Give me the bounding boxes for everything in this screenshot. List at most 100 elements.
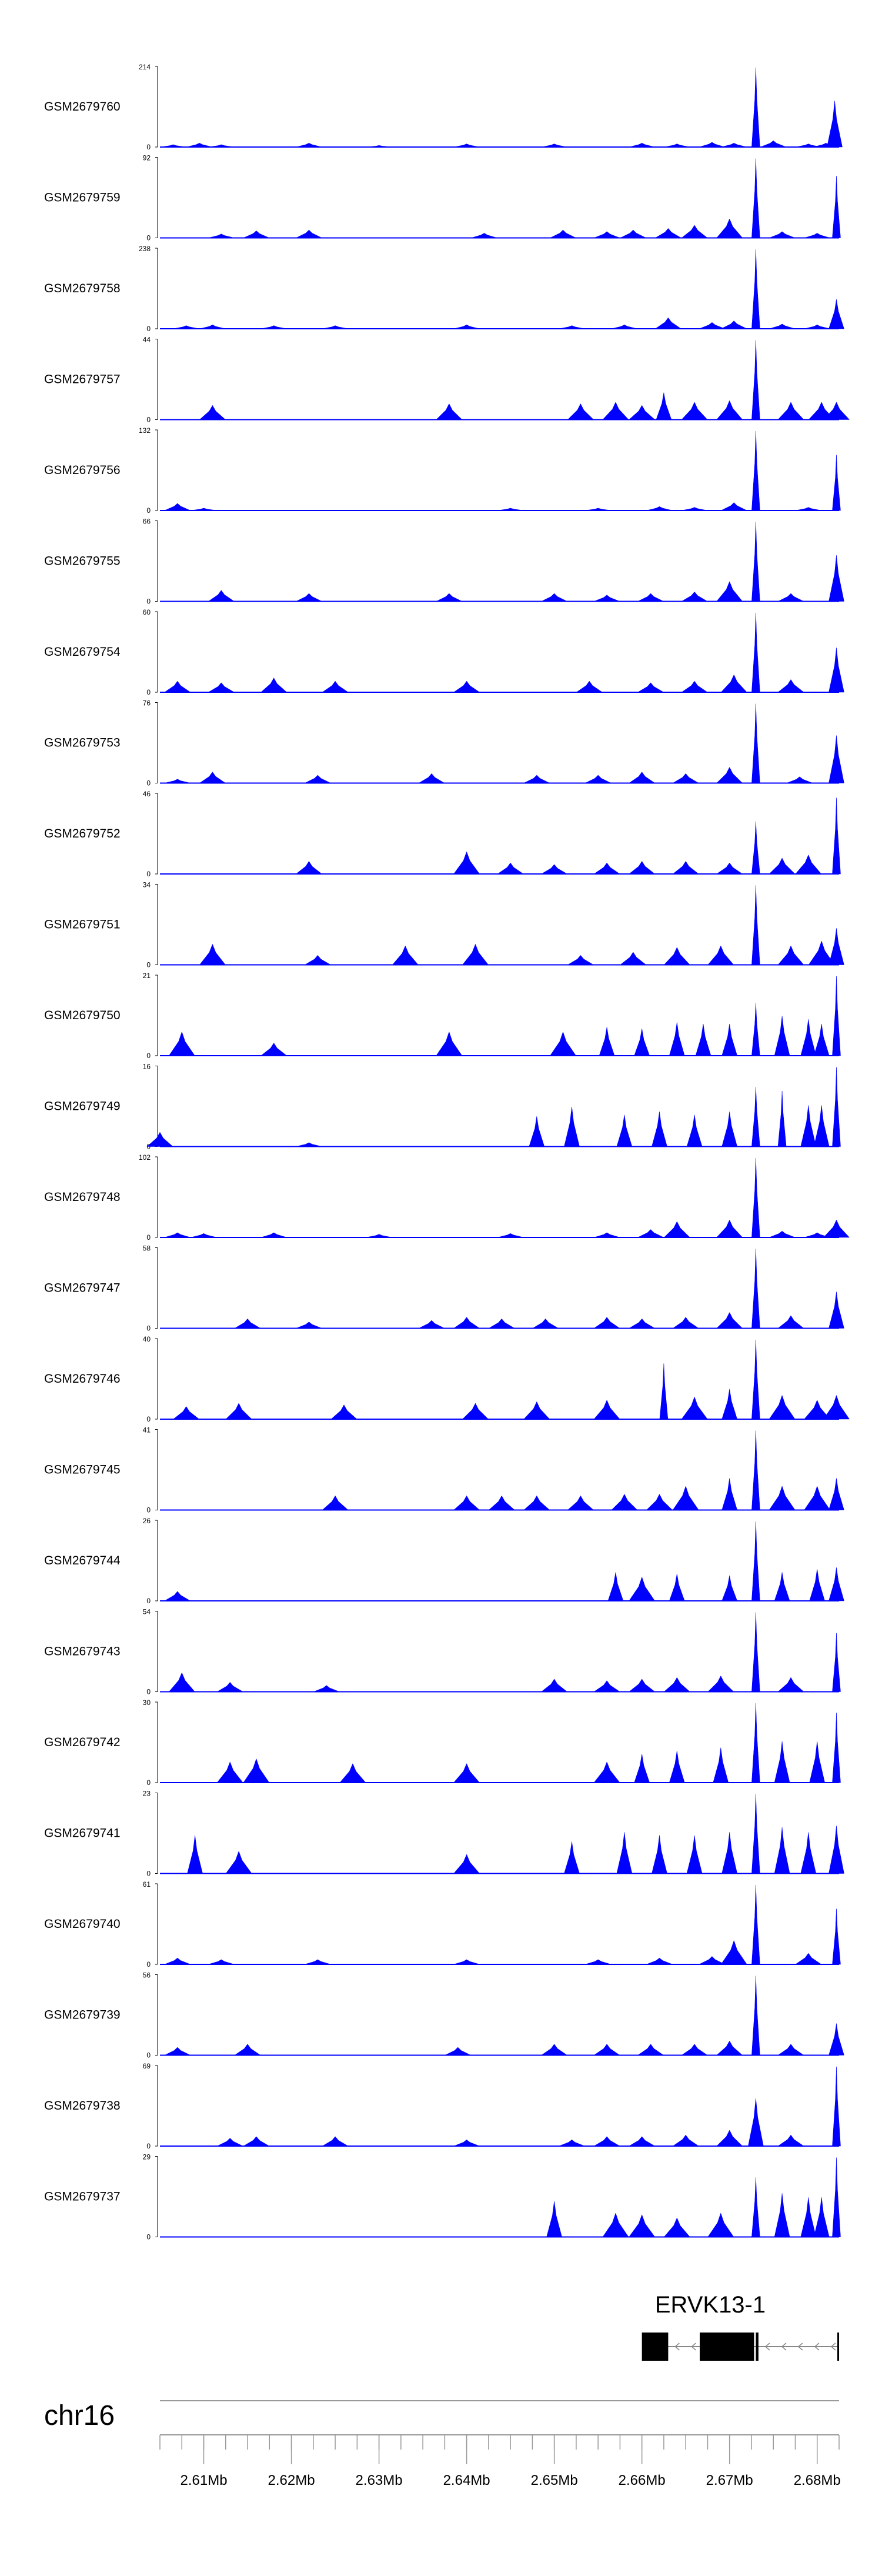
coverage-peak bbox=[828, 555, 844, 602]
coverage-peak bbox=[594, 595, 620, 602]
y-axis-max-label: 46 bbox=[143, 790, 151, 798]
coverage-peak bbox=[832, 1908, 841, 1965]
axis-tick-label: 2.68Mb bbox=[794, 2472, 841, 2488]
coverage-peak bbox=[721, 502, 747, 511]
coverage-peak bbox=[199, 405, 226, 420]
y-axis-max-label: 238 bbox=[139, 245, 151, 253]
coverage-peak bbox=[716, 218, 743, 238]
chromosome-label: chr16 bbox=[44, 2400, 115, 2431]
axis-tick-label: 2.64Mb bbox=[443, 2472, 490, 2488]
coverage-peak bbox=[721, 321, 747, 329]
coverage-peak bbox=[751, 1430, 760, 1510]
gene-exon bbox=[756, 2333, 759, 2361]
coverage-peak bbox=[832, 1067, 841, 1147]
coverage-peak bbox=[681, 680, 708, 693]
coverage-peak bbox=[681, 1396, 708, 1420]
coverage-peak bbox=[794, 1953, 822, 1965]
coverage-peak bbox=[585, 775, 612, 783]
track-label: GSM2679754 bbox=[44, 645, 121, 659]
coverage-peak bbox=[593, 2044, 620, 2056]
coverage-peak bbox=[699, 1956, 726, 1965]
coverage-peak bbox=[594, 1232, 620, 1238]
coverage-peak bbox=[686, 1115, 703, 1147]
y-axis-min-label: 0 bbox=[146, 325, 151, 333]
coverage-peak bbox=[208, 590, 235, 602]
coverage-peak bbox=[620, 229, 646, 238]
coverage-peak bbox=[795, 507, 821, 511]
coverage-peak bbox=[716, 400, 743, 420]
track-label: GSM2679753 bbox=[44, 736, 121, 750]
coverage-peak bbox=[751, 612, 760, 693]
y-axis-min-label: 0 bbox=[146, 1870, 151, 1878]
coverage-peak bbox=[652, 1835, 667, 1874]
track-GSM2679752: GSM2679752 46 0 bbox=[44, 790, 841, 878]
coverage-peak bbox=[453, 1959, 480, 1965]
coverage-tracks: GSM26797602140GSM2679759920GSM2679758238… bbox=[44, 63, 850, 2241]
track-GSM2679755: GSM2679755 66 0 bbox=[44, 518, 844, 606]
track-label: GSM2679744 bbox=[44, 1554, 121, 1567]
coverage-peak bbox=[751, 1339, 760, 1420]
coverage-peak bbox=[199, 325, 226, 329]
coverage-peak bbox=[800, 1019, 817, 1056]
coverage-peak bbox=[769, 1394, 796, 1420]
coverage-peak bbox=[664, 144, 690, 148]
coverage-peak bbox=[721, 1478, 738, 1510]
coverage-peak bbox=[646, 506, 673, 511]
coverage-peak bbox=[832, 2066, 841, 2147]
coverage-peak bbox=[751, 67, 760, 148]
track-label: GSM2679749 bbox=[44, 1100, 121, 1113]
coverage-peak bbox=[832, 455, 841, 511]
coverage-peak bbox=[751, 1003, 760, 1056]
coverage-peak bbox=[616, 1832, 633, 1874]
coverage-peak bbox=[594, 231, 620, 238]
gene-label: ERVK13-1 bbox=[655, 2292, 766, 2318]
coverage-peak bbox=[751, 249, 760, 329]
y-axis-max-label: 29 bbox=[143, 2153, 151, 2161]
coverage-peak bbox=[168, 1672, 195, 1692]
track-label: GSM2679757 bbox=[44, 373, 121, 386]
coverage-peak bbox=[550, 1031, 576, 1056]
coverage-peak bbox=[813, 1023, 830, 1056]
y-axis-min-label: 0 bbox=[146, 688, 151, 696]
coverage-peak bbox=[532, 1318, 559, 1329]
axis-tick-label: 2.62Mb bbox=[268, 2472, 315, 2488]
coverage-peak bbox=[453, 2139, 480, 2147]
coverage-peak bbox=[208, 682, 235, 693]
coverage-peak bbox=[295, 860, 323, 875]
coverage-peak bbox=[322, 2136, 349, 2147]
coverage-peak bbox=[707, 1675, 734, 1692]
coverage-peak bbox=[654, 317, 682, 329]
coverage-peak bbox=[777, 679, 804, 693]
coverage-peak bbox=[823, 1394, 850, 1420]
coverage-peak bbox=[828, 928, 844, 965]
y-axis-min-label: 0 bbox=[146, 1324, 151, 1333]
coverage-peak bbox=[716, 1219, 743, 1238]
coverage-peak bbox=[721, 1389, 738, 1420]
coverage-peak bbox=[629, 143, 655, 148]
coverage-peak bbox=[751, 1612, 760, 1692]
y-axis-max-label: 76 bbox=[143, 699, 151, 708]
coverage-peak bbox=[453, 680, 480, 693]
coverage-peak bbox=[540, 2044, 568, 2056]
coverage-peak bbox=[559, 325, 585, 329]
coverage-peak bbox=[716, 766, 743, 783]
coverage-peak bbox=[628, 860, 656, 875]
strand-arrow bbox=[691, 2343, 696, 2351]
coverage-peak bbox=[453, 144, 480, 148]
coverage-peak bbox=[832, 1713, 841, 1783]
coverage-peak bbox=[541, 593, 567, 602]
coverage-peak bbox=[637, 593, 664, 602]
coverage-peak bbox=[828, 1478, 844, 1510]
coverage-peak bbox=[628, 1318, 656, 1329]
coverage-peak bbox=[453, 1854, 480, 1874]
coverage-peak bbox=[208, 233, 235, 238]
coverage-peak bbox=[629, 405, 656, 420]
coverage-peak bbox=[208, 1959, 235, 1965]
track-label: GSM2679746 bbox=[44, 1372, 121, 1386]
coverage-peak bbox=[832, 1633, 841, 1692]
coverage-peak bbox=[663, 1677, 690, 1692]
coverage-peak bbox=[828, 2023, 844, 2056]
coverage-peak bbox=[629, 2214, 656, 2237]
track-label: GSM2679748 bbox=[44, 1190, 121, 1204]
y-axis-min-label: 0 bbox=[146, 1506, 151, 1514]
